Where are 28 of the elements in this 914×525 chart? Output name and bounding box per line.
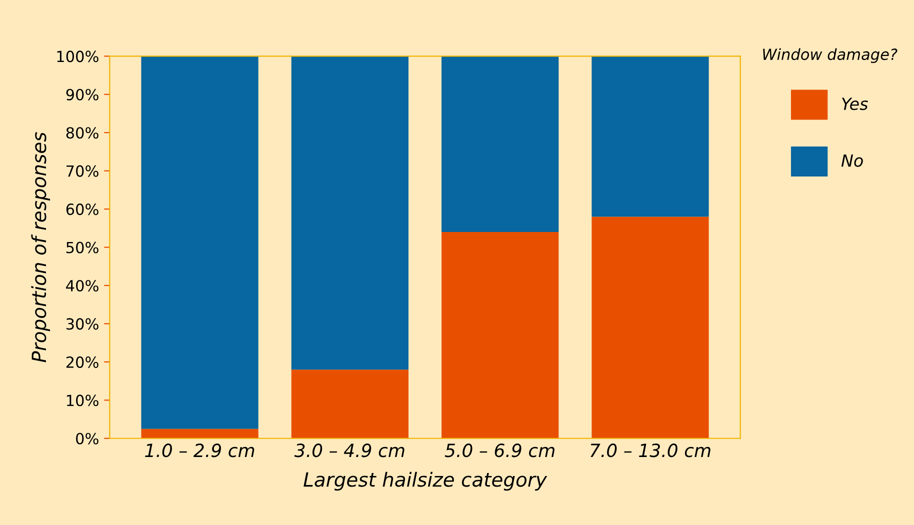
legend-label: No [841,154,863,167]
y-tick-label: 0% [76,432,98,444]
x-tick-label: 3.0 – 4.9 cm [294,444,404,458]
y-tick-label: 40% [66,280,98,292]
bar [141,56,258,429]
y-tick-label: 90% [66,88,98,100]
y-tick-label: 70% [66,165,98,177]
y-tick-label: 30% [66,318,98,330]
y-tick-label: 50% [66,242,98,254]
bar [141,428,258,438]
bar [442,232,559,438]
y-tick-label: 10% [66,394,98,406]
y-tick-label: 60% [66,204,98,216]
x-tick-label: 7.0 – 13.0 cm [590,444,710,458]
x-tick-label: 5.0 – 6.9 cm [444,444,554,458]
y-axis-title: Proportion of responses [31,132,50,362]
y-tick-label: 100% [57,50,98,62]
x-axis-title: Largest hailsize category [304,472,548,491]
bar [592,56,709,217]
bar [291,370,408,438]
y-tick-label: 80% [66,127,98,139]
y-tick-label: 20% [66,356,98,368]
x-tick-label: 1.0 – 2.9 cm [145,444,254,458]
legend-label: Yes [842,98,868,110]
bar [592,216,709,438]
bar [442,56,559,232]
bar [291,56,408,370]
legend-title: Window damage? [763,48,898,64]
